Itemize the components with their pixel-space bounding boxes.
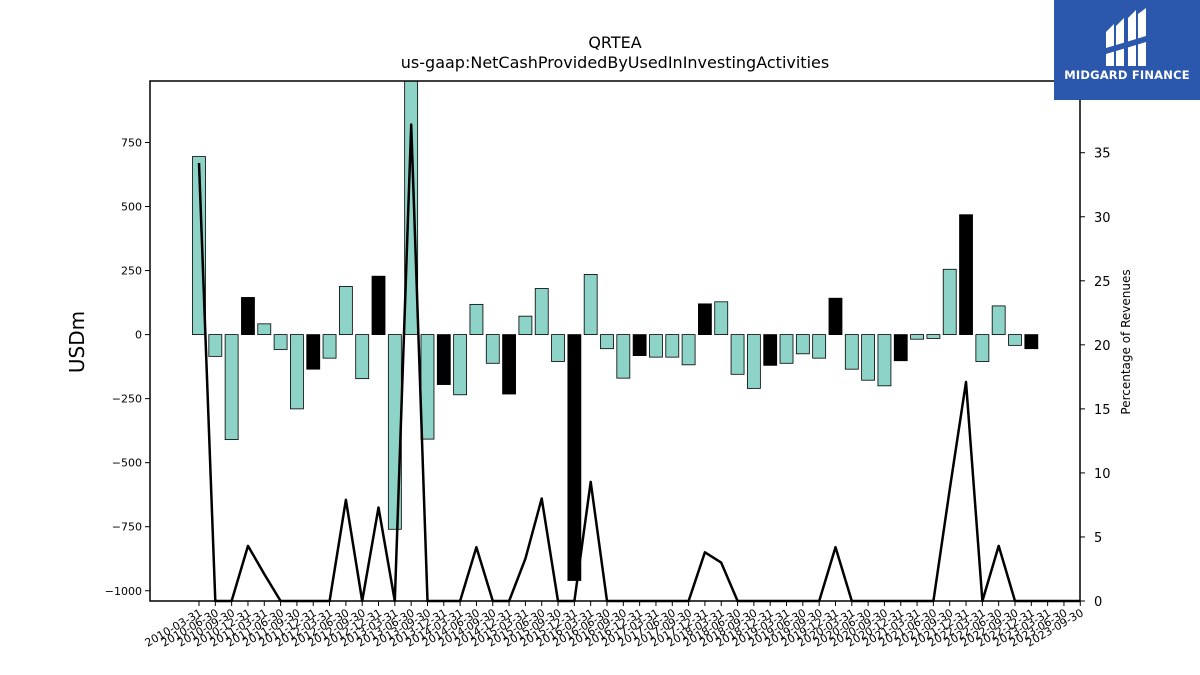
y2-tick-label: 20 [1094,339,1111,354]
bar-2020-06-30 [861,334,876,381]
bar-2012-03-31 [322,334,337,359]
y-tick-label: 0 [135,329,142,342]
y2-tick-label: 15 [1094,403,1111,418]
bar-2020-03-31 [844,334,859,370]
bar-2015-09-30 [551,334,565,362]
bar-2021-03-31 [910,334,924,340]
bar-2010-12-31 [241,297,255,335]
line-group [197,123,1081,603]
y2-tick-label: 0 [1094,595,1102,610]
bar-2019-12-31 [828,297,843,335]
bar-2015-12-31 [567,334,582,581]
bar-2015-03-31 [518,315,533,335]
bar-2010-06-30 [208,334,223,357]
bar-2020-09-30 [877,334,892,387]
bar-2021-09-30 [942,268,957,335]
chart-subtitle: us-gaap:NetCashProvidedByUsedInInvesting… [401,53,829,72]
bar-2011-12-31 [306,334,321,370]
bar-group [192,80,1039,581]
bar-2019-09-30 [812,334,827,359]
y2-axis-label: Percentage of Revenues [1119,269,1133,414]
bar-2016-06-30 [600,334,614,350]
bar-2017-03-31 [649,334,663,358]
bar-2015-06-30 [534,288,549,335]
bar-2011-03-31 [257,323,272,335]
bar-2016-03-31 [583,273,598,335]
bar-2010-03-31 [192,156,206,335]
bar-2014-12-31 [502,334,516,395]
bar-2022-03-31 [975,334,990,362]
plot-frame [149,80,1081,602]
bar-2018-06-30 [730,334,745,375]
chart-title: QRTEA [588,33,641,52]
y-tick-label: −250 [112,393,142,406]
bar-2022-12-31 [1024,334,1039,350]
bar-2019-06-30 [795,334,810,355]
y2-tick-label: 25 [1094,275,1111,290]
bar-2010-09-30 [224,334,239,441]
bar-2012-06-30 [338,286,353,335]
logo-text: MIDGARD FINANCE [1064,68,1190,82]
bar-2016-09-30 [616,334,631,379]
logo: MIDGARD FINANCE [1054,0,1200,100]
bar-2014-09-30 [485,334,500,364]
y-tick-label: −1000 [105,585,142,598]
bar-2013-06-30 [404,80,419,335]
bar-2022-06-30 [991,305,1006,335]
y2-tick-label: 35 [1094,147,1111,162]
bar-2012-09-30 [355,334,370,380]
bar-2022-09-30 [1008,334,1022,346]
y-tick-label: 250 [121,265,142,278]
percentage-line [197,123,1081,603]
bar-2021-12-31 [959,214,973,335]
bar-2021-06-30 [926,334,941,339]
bar-2011-09-30 [290,334,304,410]
bar-2011-06-30 [273,334,288,350]
y-tick-label: −500 [112,457,142,470]
bar-2018-09-30 [746,334,761,389]
bar-2013-12-31 [436,334,451,385]
tick-group: −1000 −750 −500 −250 0 250 500 750 0 5 10 15 20 25 30 3… [105,136,1111,649]
bar-2014-06-30 [469,303,484,335]
bar-2013-09-30 [420,334,435,440]
bar-2019-03-31 [779,334,794,364]
bar-2018-03-31 [714,301,729,335]
bar-2017-12-31 [698,303,712,335]
y2-tick-label: 10 [1094,467,1111,482]
y-axis-label: USDm [65,311,89,373]
y2-tick-label: 30 [1094,211,1111,226]
bar-2017-09-30 [681,334,696,366]
bar-2017-06-30 [665,334,680,358]
bar-2014-03-31 [453,334,468,396]
bar-2020-12-31 [893,334,908,362]
y2-tick-label: 5 [1094,531,1102,546]
logo-mark-icon [1106,8,1146,66]
y-tick-label: 750 [121,136,142,149]
bar-2018-12-31 [763,334,778,366]
bar-2012-12-31 [371,275,386,335]
y-tick-label: −750 [112,521,142,534]
bar-2016-12-31 [632,334,647,357]
y-tick-label: 500 [121,201,142,214]
